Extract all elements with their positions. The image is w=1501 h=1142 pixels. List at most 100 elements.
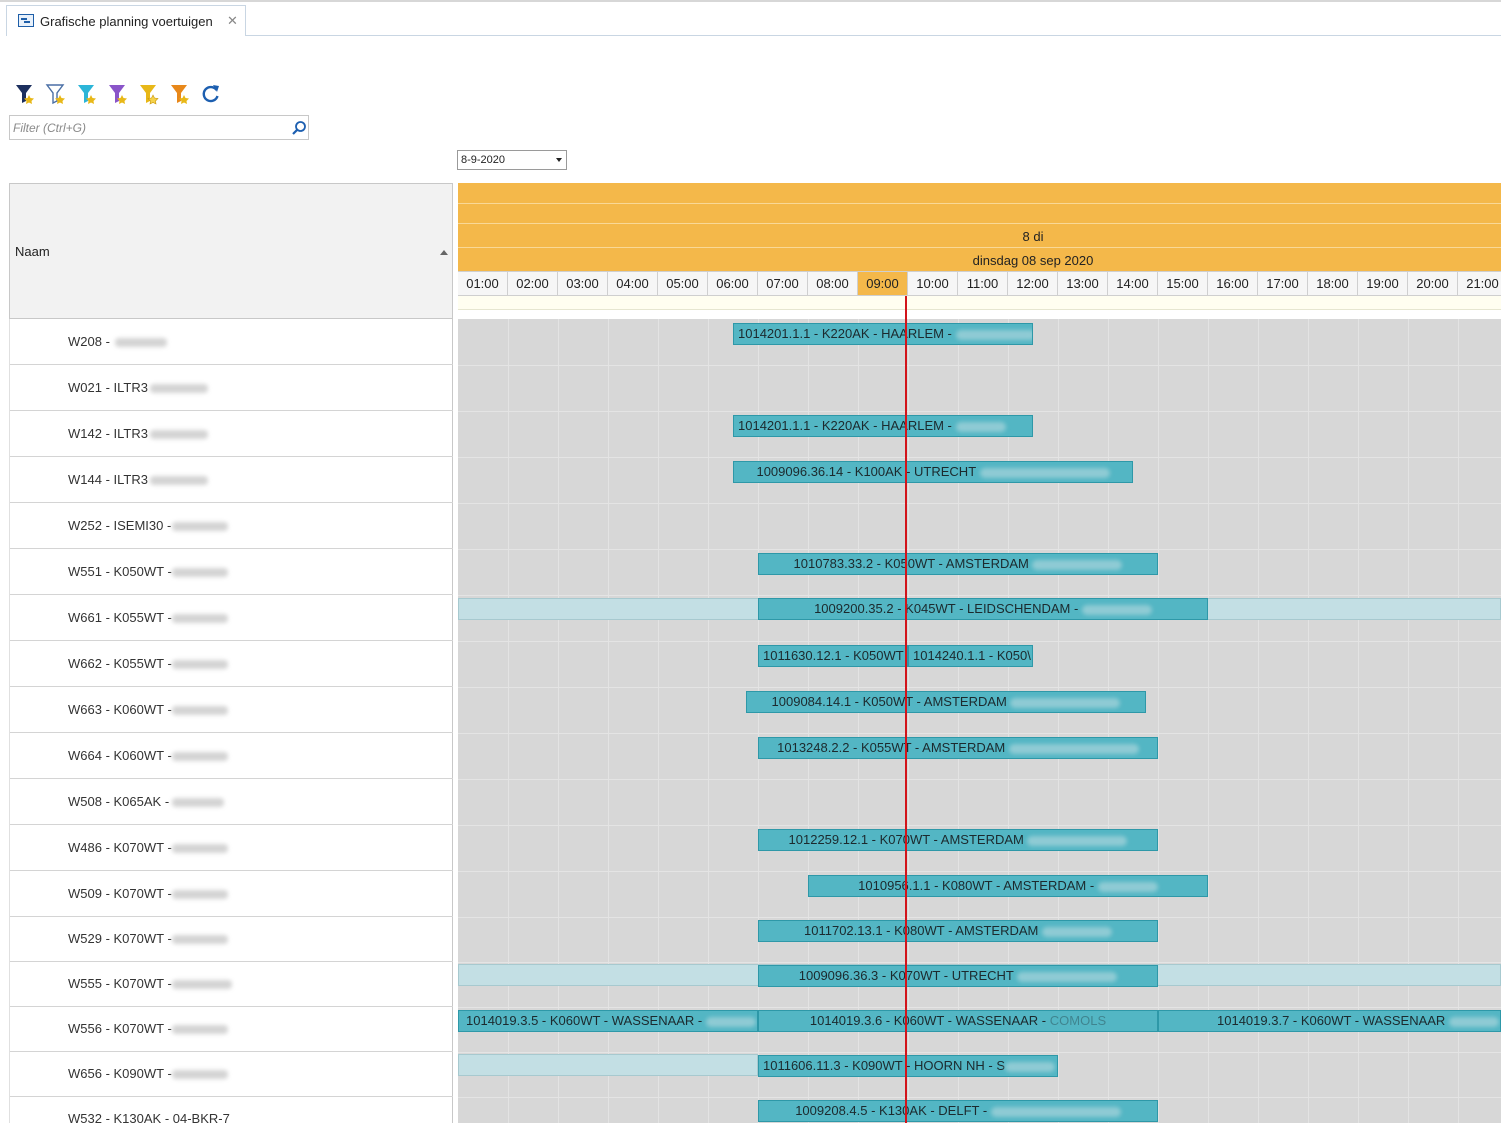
availability-bar [458,1054,758,1076]
list-item[interactable]: W509 - K070WT - [10,871,453,917]
list-item[interactable]: W486 - K070WT - [10,825,453,871]
grid-line [558,319,559,1123]
vehicle-label: W664 - K060WT - [68,748,172,763]
filter-outline-button[interactable] [45,82,67,106]
refresh-button[interactable] [200,82,222,106]
hour-scale: 01:00 02:00 03:00 04:00 05:00 06:00 07:0… [458,271,1501,296]
order-text: 1014201.1.1 - K220AK - HAARLEM - [738,418,952,433]
vehicle-label: W021 - ILTR3 [68,380,148,395]
order-bar[interactable]: 1014019.3.5 - K060WT - WASSENAAR - [458,1010,758,1032]
filter-yellow-button[interactable] [138,82,160,106]
list-item[interactable]: W529 - K070WT - [10,917,453,962]
row-line [458,411,1501,412]
vehicle-label: W252 - ISEMI30 - [68,518,172,533]
list-item[interactable]: W144 - ILTR3 [10,457,453,503]
vehicle-label: W661 - K055WT - [68,610,172,625]
order-bar[interactable]: 1009096.36.14 - K100AK - UTRECHT [733,461,1133,483]
order-text: 1014201.1.1 - K220AK - HAARLEM - [738,326,952,341]
hour-cell: 18:00 [1308,272,1358,295]
tab-title: Grafische planning voertuigen [40,14,213,29]
vehicle-label: W208 - [68,334,110,349]
close-icon[interactable]: ✕ [227,13,238,28]
order-bar[interactable]: 1011630.12.1 - K050WT [758,645,908,667]
row-line [458,457,1501,458]
list-item[interactable]: W551 - K050WT - [10,549,453,595]
grid-line [658,319,659,1123]
vehicle-label: W663 - K060WT - [68,702,172,717]
redacted-customer [1448,1016,1499,1027]
redacted-customer [1097,881,1158,892]
order-bar[interactable]: 1014240.1.1 - K050\ [908,645,1033,667]
list-item[interactable]: W208 - [10,319,453,365]
grid-line [1208,319,1209,1123]
list-item[interactable]: W021 - ILTR3 [10,365,453,411]
redacted-plate [172,660,228,669]
vehicle-list: W208 - W021 - ILTR3 W142 - ILTR3 W144 - … [9,319,453,1126]
row-line [458,917,1501,918]
filter-purple-button[interactable] [107,82,129,106]
redacted-plate [172,935,228,944]
redacted-customer [955,421,1006,432]
list-item[interactable]: W663 - K060WT - [10,687,453,733]
list-item[interactable]: W656 - K090WT - [10,1052,453,1097]
filter-dark-blue-button[interactable] [14,82,36,106]
order-bar[interactable]: 1009084.14.1 - K050WT - AMSTERDAM [746,691,1146,713]
hour-cell: 12:00 [1008,272,1058,295]
planning-grid[interactable]: 1014201.1.1 - K220AK - HAARLEM - 1014201… [458,319,1501,1123]
grid-line [1458,319,1459,1123]
redacted-plate [172,522,228,531]
list-item[interactable]: W142 - ILTR3 [10,411,453,457]
list-item[interactable]: W661 - K055WT - [10,595,453,641]
order-bar[interactable]: 1009208.4.5 - K130AK - DELFT - [758,1100,1158,1122]
filter-purple-icon [109,85,127,104]
order-bar[interactable]: 1011606.11.3 - K090WT - HOORN NH - S [758,1055,1058,1077]
vehicle-label: W556 - K070WT - [68,1021,172,1036]
list-item[interactable]: W556 - K070WT - [10,1007,453,1052]
order-bar[interactable]: 1011702.13.1 - K080WT - AMSTERDAM [758,920,1158,942]
grid-line [758,319,759,1123]
date-label: dinsdag 08 sep 2020 [972,253,1094,268]
order-text: 1014019.3.6 - K060WT - WASSENAAR - [809,1013,1047,1028]
grid-line [708,319,709,1123]
row-line [458,779,1501,780]
redacted-customer [705,1016,756,1027]
search-icon[interactable] [291,120,307,141]
list-item[interactable]: W532 - K130AK - 04-BKR-7 [10,1097,453,1142]
date-dropdown[interactable]: 8-9-2020 [457,150,567,170]
order-bar[interactable]: 1009200.35.2 - K045WT - LEIDSCHENDAM - [758,598,1208,620]
list-item[interactable]: W252 - ISEMI30 - [10,503,453,549]
order-bar[interactable]: 1012259.12.1 - K070WT - AMSTERDAM [758,829,1158,851]
grid-line [1158,319,1159,1123]
redacted-plate [150,430,208,439]
order-bar[interactable]: 1014201.1.1 - K220AK - HAARLEM - [733,415,1033,437]
row-line [458,595,1501,596]
hour-cell: 13:00 [1058,272,1108,295]
list-item[interactable]: W662 - K055WT - [10,641,453,687]
row-line [458,1007,1501,1008]
filter-orange-button[interactable] [169,82,191,106]
order-bar[interactable]: 1014201.1.1 - K220AK - HAARLEM - [733,323,1033,345]
order-bar[interactable]: 1010783.33.2 - K050WT - AMSTERDAM [758,553,1158,575]
filter-input[interactable] [13,118,283,137]
order-bar[interactable]: 1014019.3.6 - K060WT - WASSENAAR - COMOL… [758,1010,1158,1032]
order-text: 1014019.3.5 - K060WT - WASSENAAR - [466,1013,703,1028]
order-text: 1011630.12.1 - K050WT [763,648,904,663]
list-item[interactable]: W555 - K070WT - [10,962,453,1007]
list-item[interactable]: W664 - K060WT - [10,733,453,779]
filter-cyan-button[interactable] [76,82,98,106]
order-bar[interactable]: 1010956.1.1 - K080WT - AMSTERDAM - [808,875,1208,897]
grid-line [1258,319,1259,1123]
list-item[interactable]: W508 - K065AK - [10,779,453,825]
order-bar[interactable]: 1013248.2.2 - K055WT - AMSTERDAM [758,737,1158,759]
redacted-plate [172,568,228,577]
header-divider [458,247,1501,248]
name-column-header[interactable]: Naam [9,183,453,319]
order-bar[interactable]: 1009096.36.3 - K070WT - UTRECHT [758,965,1158,987]
order-text: 1011606.11.3 - K090WT - HOORN NH - S [763,1058,1006,1073]
row-line [458,549,1501,550]
tab-grafische-planning[interactable]: Grafische planning voertuigen ✕ [6,5,246,36]
hour-cell: 02:00 [508,272,558,295]
redacted-customer [1081,604,1152,615]
vehicle-label: W508 - K065AK - [68,794,170,809]
order-bar[interactable]: 1014019.3.7 - K060WT - WASSENAAR [1158,1010,1501,1032]
